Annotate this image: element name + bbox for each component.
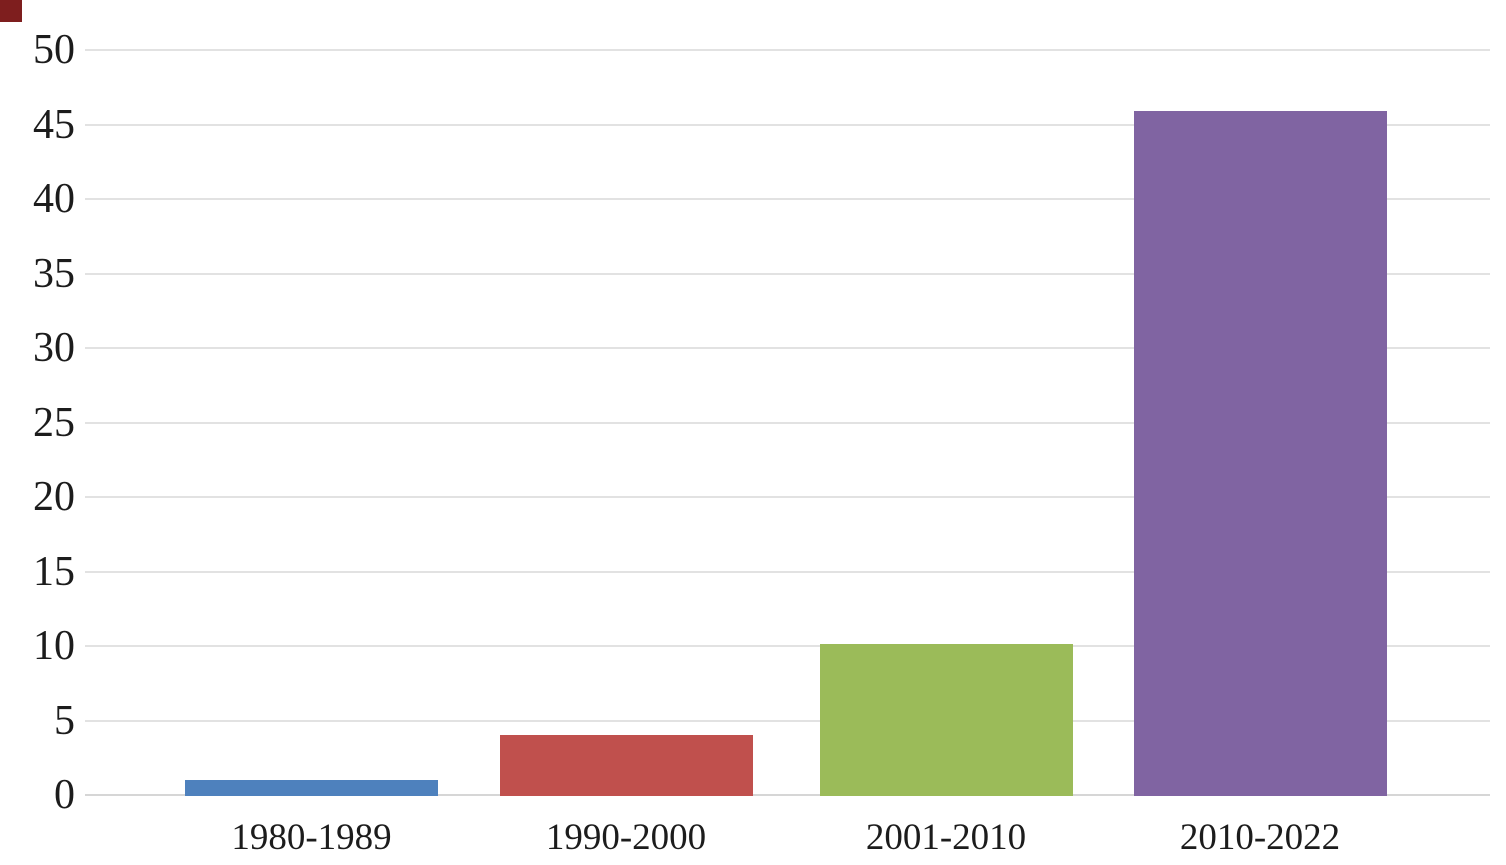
bar-1990-2000 bbox=[499, 734, 753, 796]
y-axis-tick-label: 20 bbox=[33, 474, 75, 520]
bar-1980-1989 bbox=[185, 779, 438, 796]
y-axis-tick-label: 0 bbox=[54, 772, 75, 818]
gridline bbox=[85, 347, 1490, 349]
x-axis-category-label: 1980-1989 bbox=[231, 817, 392, 858]
gridline bbox=[85, 719, 1490, 722]
gridline bbox=[85, 198, 1490, 200]
corner-marker bbox=[0, 0, 22, 22]
y-axis-tick-label: 45 bbox=[33, 101, 75, 148]
y-axis-tick-label: 50 bbox=[33, 27, 75, 73]
gridline bbox=[85, 645, 1490, 647]
y-axis-tick-label: 25 bbox=[33, 399, 75, 446]
gridline bbox=[85, 570, 1490, 573]
y-axis-tick-label: 40 bbox=[33, 176, 75, 222]
x-axis-baseline bbox=[85, 794, 1490, 796]
x-axis-category-label: 2001-2010 bbox=[865, 817, 1027, 858]
y-axis-tick-label: 15 bbox=[33, 548, 75, 595]
gridline bbox=[85, 272, 1490, 275]
gridline bbox=[85, 123, 1490, 126]
gridline bbox=[85, 496, 1490, 498]
x-axis-category-label: 1990-2000 bbox=[545, 817, 707, 858]
bar-2001-2010 bbox=[819, 644, 1073, 796]
gridline bbox=[85, 421, 1490, 424]
bar-2010-2022 bbox=[1133, 110, 1387, 796]
y-axis-tick-label: 5 bbox=[54, 697, 75, 744]
y-axis-tick-label: 35 bbox=[33, 250, 75, 297]
x-axis-category-label: 2010-2022 bbox=[1179, 817, 1341, 858]
gridline bbox=[85, 49, 1490, 51]
y-axis-tick-label: 10 bbox=[33, 623, 75, 669]
y-axis-tick-label: 30 bbox=[33, 325, 75, 371]
